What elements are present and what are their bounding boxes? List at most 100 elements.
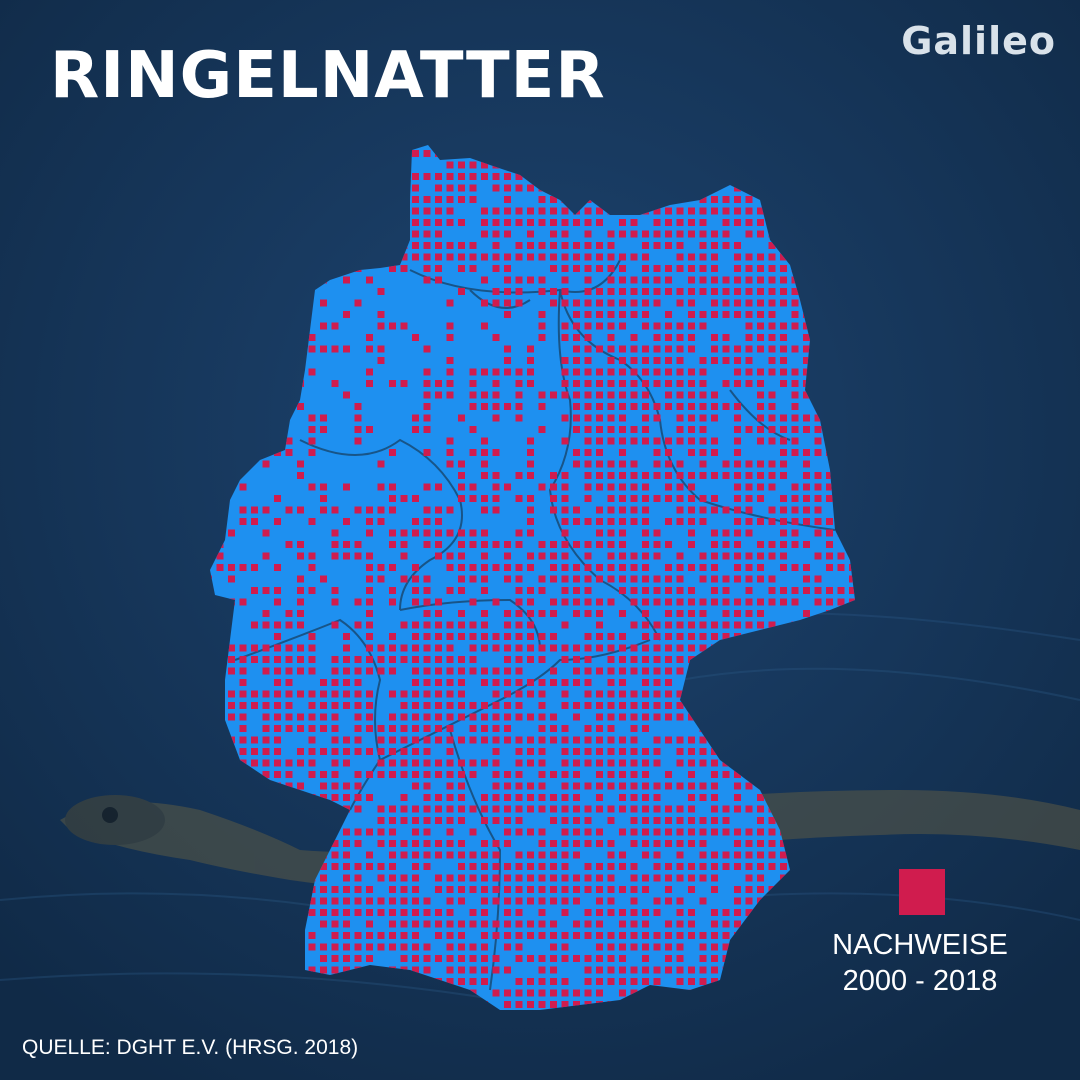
sighting-marker [262,207,270,215]
sighting-marker [596,472,603,479]
sighting-marker [768,759,776,767]
sighting-marker [377,173,385,180]
sighting-marker [228,736,235,744]
sighting-marker [515,828,523,836]
sighting-marker [343,391,350,399]
sighting-marker [630,932,638,939]
sighting-marker [688,265,695,272]
sighting-marker [676,288,684,295]
sighting-marker [446,828,454,836]
sighting-marker [412,782,419,790]
sighting-marker [343,759,350,767]
sighting-marker [320,1013,327,1020]
sighting-marker [791,943,799,951]
sighting-marker [573,805,580,813]
sighting-marker [423,840,431,847]
sighting-marker [688,932,695,939]
sighting-marker [228,955,235,962]
sighting-marker [619,518,626,525]
sighting-marker [492,874,500,882]
sighting-marker [492,771,500,778]
sighting-marker [435,851,442,859]
sighting-marker [412,759,419,767]
sighting-marker [481,955,488,962]
sighting-marker [584,207,592,215]
sighting-marker [745,679,753,686]
sighting-marker [550,173,557,180]
sighting-marker [837,311,845,318]
sighting-marker [619,368,626,376]
sighting-marker [619,633,626,640]
sighting-marker [504,265,511,272]
sighting-marker [262,230,270,238]
sighting-marker [412,207,419,215]
sighting-marker [343,794,350,801]
sighting-marker [262,644,270,652]
sighting-marker [366,943,373,951]
sighting-marker [412,598,419,606]
sighting-marker [354,886,362,893]
sighting-marker [550,874,557,882]
sighting-marker [630,667,638,675]
sighting-marker [584,414,592,422]
sighting-marker [757,541,764,548]
sighting-marker [745,690,753,698]
sighting-marker [676,863,684,870]
sighting-marker [458,610,465,617]
sighting-marker [780,518,787,525]
sighting-marker [699,322,707,330]
sighting-marker [251,207,258,215]
sighting-marker [331,897,339,905]
sighting-marker [584,311,592,318]
sighting-marker [377,943,385,951]
sighting-marker [228,909,235,916]
sighting-marker [458,587,465,594]
sighting-marker [745,345,753,353]
sighting-marker [285,725,293,732]
sighting-marker [423,897,431,905]
sighting-marker [734,978,741,985]
sighting-marker [665,886,672,893]
sighting-marker [228,667,235,675]
sighting-marker [757,1013,764,1020]
sighting-marker [768,840,776,847]
sighting-marker [446,817,454,824]
sighting-marker [665,817,672,824]
sighting-marker [492,598,500,606]
sighting-marker [849,679,855,686]
sighting-marker [837,518,845,525]
sighting-marker [481,633,488,640]
sighting-marker [469,265,477,272]
sighting-marker [653,575,661,583]
sighting-marker [630,460,638,468]
sighting-marker [814,575,822,583]
sighting-marker [251,644,258,652]
sighting-marker [665,276,672,284]
sighting-marker [734,483,741,491]
sighting-marker [366,932,373,939]
sighting-marker [630,483,638,491]
sighting-marker [492,483,500,491]
sighting-marker [745,299,753,307]
sighting-marker [780,851,787,859]
sighting-marker [354,414,362,422]
sighting-marker [331,805,339,813]
sighting-marker [723,1013,730,1020]
sighting-marker [354,679,362,686]
sighting-marker [803,380,810,387]
sighting-marker [504,874,511,882]
sighting-marker [849,299,855,307]
sighting-marker [297,978,304,985]
sighting-marker [607,633,615,640]
sighting-marker [538,426,546,433]
sighting-marker [596,805,603,813]
sighting-marker [504,368,511,376]
sighting-marker [308,725,316,732]
sighting-marker [699,667,707,675]
sighting-marker [653,460,661,468]
sighting-marker [423,598,431,606]
sighting-marker [791,656,799,663]
sighting-marker [561,828,569,836]
sighting-marker [251,932,258,939]
sighting-marker [630,817,638,824]
